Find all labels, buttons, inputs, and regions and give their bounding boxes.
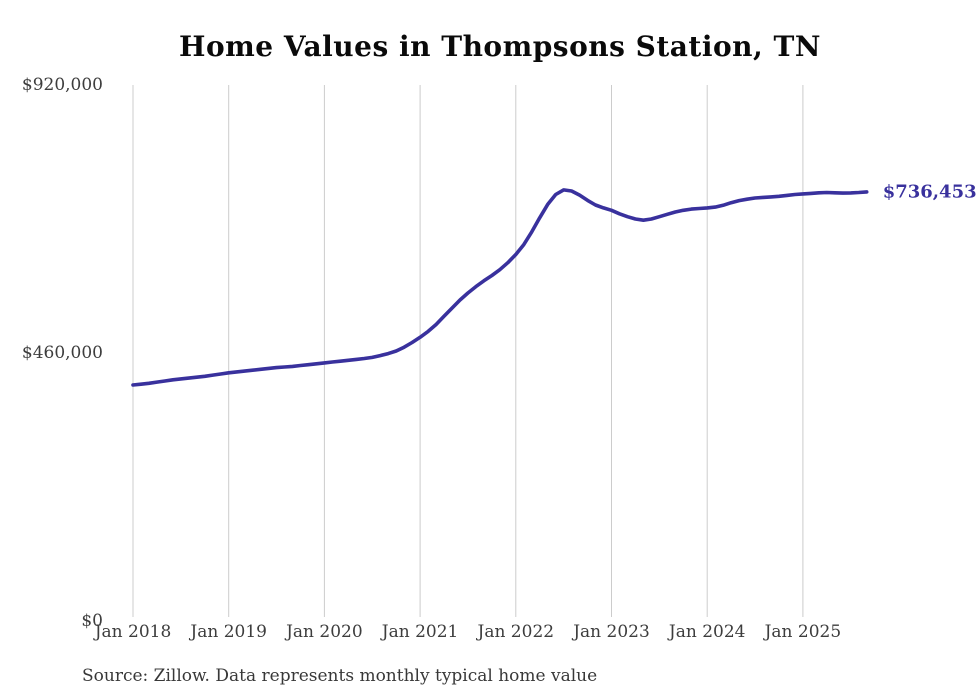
x-tick-label: Jan 2018 <box>94 622 172 642</box>
y-tick-label: $460,000 <box>21 343 103 363</box>
x-tick-label: Jan 2023 <box>573 622 650 642</box>
y-tick-label: $0 <box>81 611 103 631</box>
x-tick-label: Jan 2019 <box>190 622 267 642</box>
x-tick-label: Jan 2024 <box>668 622 746 642</box>
y-tick-label: $920,000 <box>21 75 103 95</box>
x-tick-label: Jan 2025 <box>764 622 842 642</box>
end-value-label: $736,453 <box>882 181 977 203</box>
source-note: Source: Zillow. Data represents monthly … <box>82 666 598 686</box>
home-value-line <box>131 188 869 387</box>
x-tick-label: Jan 2021 <box>381 622 459 642</box>
x-tick-label: Jan 2020 <box>286 622 363 642</box>
chart-title: Home Values in Thompsons Station, TN <box>179 30 821 63</box>
x-tick-label: Jan 2022 <box>477 622 555 642</box>
